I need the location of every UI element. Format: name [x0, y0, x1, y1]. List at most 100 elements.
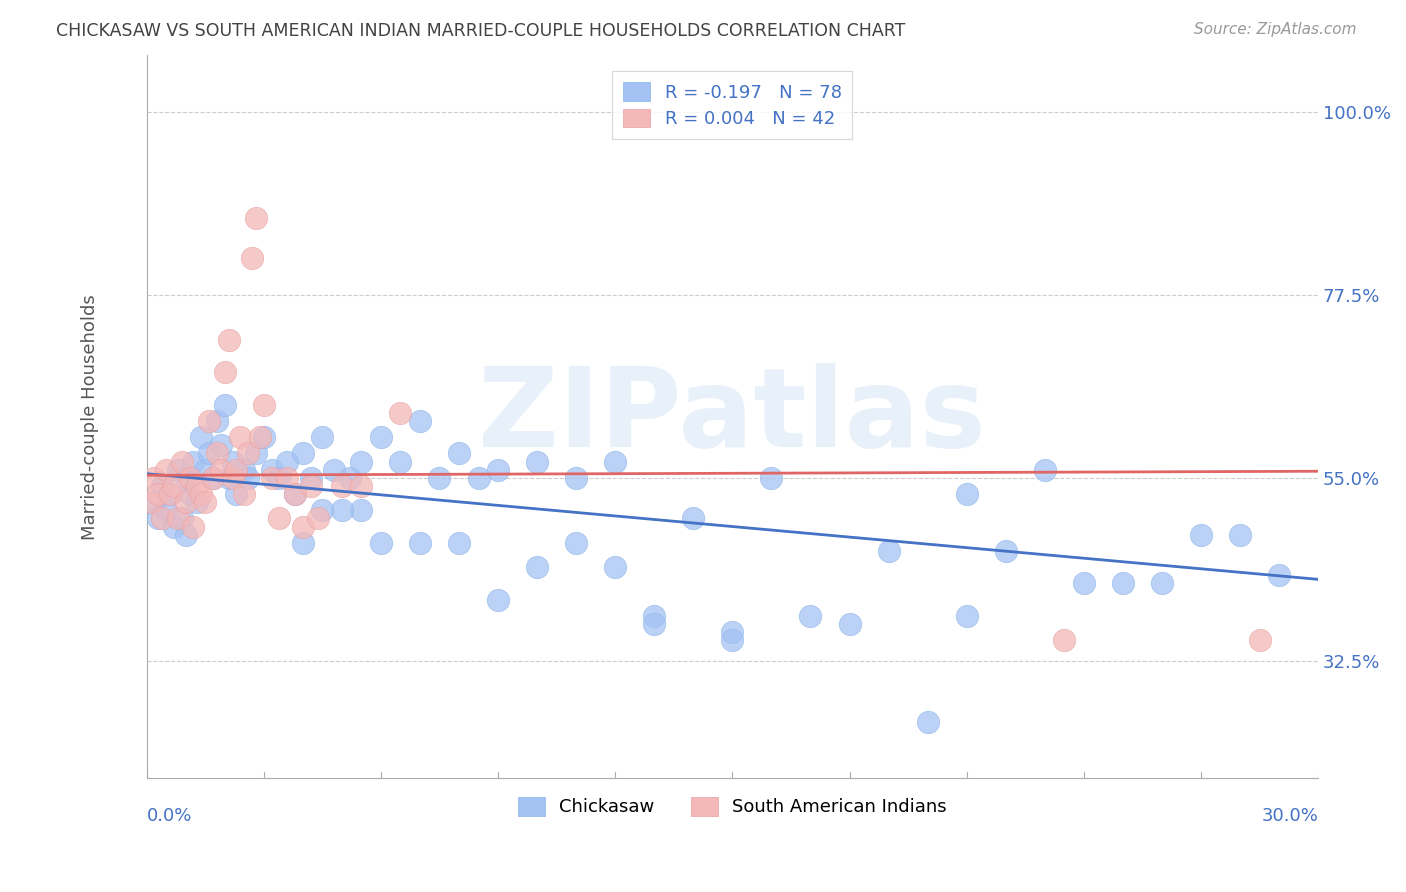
Point: [150, 511, 173, 525]
Point: [225, 462, 247, 476]
Point: [174, 527, 197, 541]
Point: [183, 519, 205, 533]
Point: [956, 487, 979, 501]
Point: [186, 495, 208, 509]
Point: [1053, 633, 1076, 648]
Point: [565, 535, 588, 549]
Point: [198, 414, 221, 428]
Legend: Chickasaw, South American Indians: Chickasaw, South American Indians: [510, 790, 955, 823]
Point: [214, 365, 236, 379]
Point: [225, 487, 247, 501]
Point: [260, 471, 283, 485]
Point: [209, 438, 232, 452]
Point: [174, 471, 197, 485]
Point: [143, 495, 166, 509]
Point: [291, 535, 314, 549]
Point: [284, 487, 307, 501]
Point: [276, 471, 298, 485]
Point: [269, 511, 291, 525]
Point: [269, 471, 291, 485]
Point: [186, 479, 208, 493]
Point: [429, 471, 451, 485]
Point: [370, 430, 392, 444]
Point: [284, 487, 307, 501]
Point: [236, 471, 259, 485]
Point: [299, 471, 322, 485]
Point: [233, 487, 256, 501]
Point: [240, 252, 263, 266]
Point: [994, 544, 1017, 558]
Point: [183, 454, 205, 468]
Point: [205, 446, 228, 460]
Point: [467, 471, 489, 485]
Point: [330, 503, 353, 517]
Point: [163, 519, 186, 533]
Point: [163, 479, 186, 493]
Point: [249, 430, 271, 444]
Point: [194, 462, 217, 476]
Point: [166, 511, 188, 525]
Point: [486, 592, 509, 607]
Point: [174, 495, 197, 509]
Point: [245, 446, 267, 460]
Point: [323, 462, 346, 476]
Point: [221, 454, 243, 468]
Point: [190, 487, 212, 501]
Point: [409, 535, 432, 549]
Point: [139, 495, 162, 509]
Point: [159, 487, 181, 501]
Point: [1268, 568, 1291, 582]
Point: [218, 333, 240, 347]
Point: [194, 495, 217, 509]
Point: [409, 414, 432, 428]
Point: [643, 608, 665, 623]
Point: [526, 560, 548, 574]
Point: [148, 511, 170, 525]
Text: 30.0%: 30.0%: [1261, 807, 1319, 825]
Point: [1249, 633, 1271, 648]
Point: [1112, 576, 1135, 591]
Point: [155, 462, 177, 476]
Point: [1150, 576, 1173, 591]
Point: [565, 471, 588, 485]
Point: [245, 211, 267, 225]
Point: [233, 462, 256, 476]
Point: [229, 430, 252, 444]
Point: [150, 479, 173, 493]
Point: [605, 560, 627, 574]
Point: [330, 479, 353, 493]
Text: CHICKASAW VS SOUTH AMERICAN INDIAN MARRIED-COUPLE HOUSEHOLDS CORRELATION CHART: CHICKASAW VS SOUTH AMERICAN INDIAN MARRI…: [56, 22, 905, 40]
Point: [190, 430, 212, 444]
Point: [209, 462, 232, 476]
Point: [339, 471, 361, 485]
Point: [236, 446, 259, 460]
Point: [721, 625, 744, 640]
Point: [155, 503, 177, 517]
Point: [1073, 576, 1095, 591]
Point: [799, 608, 821, 623]
Point: [682, 511, 704, 525]
Point: [917, 714, 939, 729]
Point: [170, 454, 193, 468]
Point: [1229, 527, 1251, 541]
Point: [291, 519, 314, 533]
Point: [350, 479, 373, 493]
Point: [201, 471, 224, 485]
Point: [350, 503, 373, 517]
Point: [311, 430, 333, 444]
Point: [159, 487, 181, 501]
Point: [877, 544, 900, 558]
Point: [201, 471, 224, 485]
Point: [214, 398, 236, 412]
Point: [299, 479, 322, 493]
Point: [350, 454, 373, 468]
Point: [1033, 462, 1056, 476]
Point: [148, 487, 170, 501]
Point: [605, 454, 627, 468]
Point: [276, 454, 298, 468]
Point: [166, 462, 188, 476]
Text: 0.0%: 0.0%: [146, 807, 193, 825]
Point: [253, 398, 276, 412]
Point: [170, 511, 193, 525]
Point: [389, 454, 412, 468]
